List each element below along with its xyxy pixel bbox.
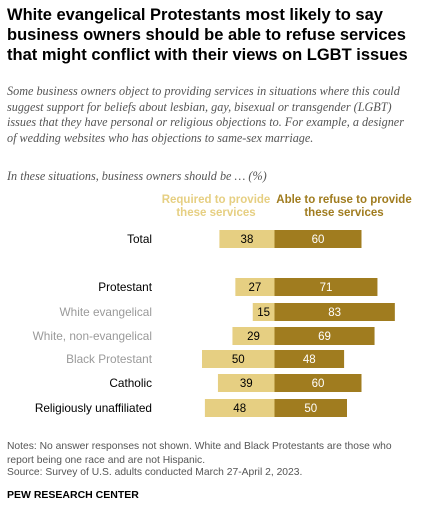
bar-required bbox=[204, 399, 275, 417]
bar-required bbox=[235, 278, 275, 296]
diverging-bar-chart: Total 38 60 Protestant 27 71 White evangelical… bbox=[33, 230, 395, 417]
footer-logo-text: PEW RESEARCH CENTER bbox=[7, 489, 139, 501]
value-label-refuse: 50 bbox=[304, 403, 317, 415]
value-label-required: 39 bbox=[240, 378, 253, 390]
value-label-refuse: 69 bbox=[318, 331, 331, 343]
bar-refuse bbox=[274, 278, 378, 296]
category-label: Protestant bbox=[98, 280, 152, 294]
bar-required bbox=[217, 374, 275, 392]
value-label-required: 29 bbox=[247, 331, 260, 343]
category-label: Religiously unaffiliated bbox=[35, 401, 152, 415]
bar-required bbox=[202, 350, 275, 368]
bar-required bbox=[252, 303, 275, 321]
bar-refuse bbox=[274, 399, 347, 417]
bar-refuse bbox=[274, 303, 395, 321]
bar-required bbox=[219, 230, 275, 248]
bar-refuse bbox=[274, 350, 345, 368]
value-label-required: 38 bbox=[241, 234, 254, 246]
legend-required: Required to provide these services bbox=[161, 194, 271, 219]
bar-refuse bbox=[274, 327, 375, 345]
chart-source: Source: Survey of U.S. adults conducted … bbox=[7, 467, 303, 478]
category-label: White evangelical bbox=[60, 305, 152, 319]
value-label-required: 50 bbox=[232, 354, 245, 366]
value-label-refuse: 60 bbox=[312, 378, 325, 390]
bar-required bbox=[232, 327, 275, 345]
question-text: In these situations, business owners sho… bbox=[7, 169, 267, 183]
value-label-refuse: 71 bbox=[320, 282, 333, 294]
bar-refuse bbox=[274, 374, 362, 392]
value-label-required: 15 bbox=[257, 307, 270, 319]
category-label: Total bbox=[127, 232, 152, 246]
bar-refuse bbox=[274, 230, 362, 248]
value-label-refuse: 83 bbox=[328, 307, 341, 319]
category-label: Black Protestant bbox=[66, 352, 153, 366]
category-label: White, non-evangelical bbox=[33, 329, 152, 343]
category-label: Catholic bbox=[109, 376, 152, 390]
chart-title: White evangelical Protestants most likel… bbox=[7, 6, 408, 64]
value-label-required: 27 bbox=[249, 282, 262, 294]
value-label-refuse: 48 bbox=[303, 354, 316, 366]
chart-notes: Notes: No answer responses not shown. Wh… bbox=[7, 441, 392, 466]
chart-subtitle: Some business owners object to providing… bbox=[7, 84, 404, 145]
legend-refuse: Able to refuse to provide these services bbox=[276, 194, 412, 219]
value-label-refuse: 60 bbox=[312, 234, 325, 246]
value-label-required: 48 bbox=[233, 403, 246, 415]
